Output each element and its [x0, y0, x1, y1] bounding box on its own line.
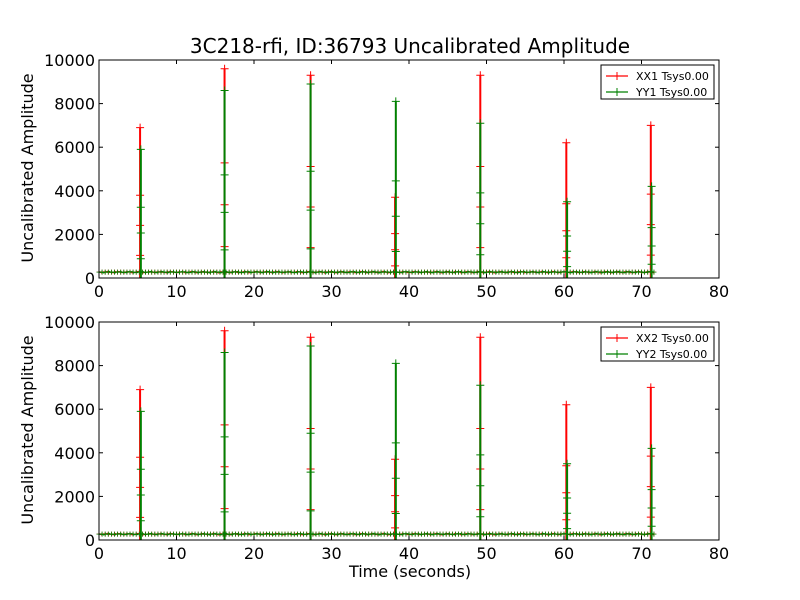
y-tick-label: 0: [85, 531, 95, 550]
top-y-axis-label: Uncalibrated Amplitude: [18, 73, 37, 262]
spike-marker: [647, 182, 656, 269]
x-tick-label: 60: [554, 544, 574, 563]
y-tick-label: 6000: [54, 400, 95, 419]
spike-marker: [136, 145, 145, 263]
y-tick-label: 2000: [54, 487, 95, 506]
chart-panel-2: 0 10 20 30 40 50 60 70 80 0 2000 4000 6000 8000 10000 X…: [44, 313, 729, 563]
x-tick-label: 0: [94, 544, 104, 563]
legend-label: YY2 Tsys0.00: [635, 348, 707, 361]
spike-marker: [391, 359, 400, 518]
chart-title: 3C218-rfi, ID:36793 Uncalibrated Amplitu…: [190, 34, 630, 58]
series-1: [96, 64, 657, 278]
legend: XX2 Tsys0.00 YY2 Tsys0.00: [600, 326, 715, 362]
y-tick-label: 10000: [44, 313, 95, 332]
spike-marker: [306, 80, 315, 253]
series-1: [96, 326, 657, 540]
x-tick-label: 80: [709, 282, 729, 301]
x-tick-label: 0: [94, 282, 104, 301]
x-tick-label: 50: [476, 544, 496, 563]
x-tick-label: 10: [166, 282, 186, 301]
spike-marker: [563, 197, 572, 271]
bottom-y-axis-label: Uncalibrated Amplitude: [18, 335, 37, 524]
spike-marker: [476, 381, 485, 521]
y-tick-label: 4000: [54, 182, 95, 201]
spike-marker: [476, 119, 485, 259]
legend: XX1 Tsys0.00 YY1 Tsys0.00: [600, 64, 715, 100]
spike-marker: [306, 342, 315, 515]
y-tick-label: 6000: [54, 138, 95, 157]
legend-marker: [613, 350, 621, 358]
y-tick-label: 2000: [54, 225, 95, 244]
x-tick-label: 40: [399, 282, 419, 301]
x-tick-label: 30: [321, 282, 341, 301]
y-tick-label: 4000: [54, 444, 95, 463]
spike-marker: [220, 86, 229, 254]
legend-box: [600, 326, 715, 362]
legend-marker: [613, 72, 621, 80]
x-axis-label: Time (seconds): [348, 562, 471, 581]
x-tick-label: 70: [631, 544, 651, 563]
legend-marker: [613, 334, 621, 342]
x-tick-label: 50: [476, 282, 496, 301]
series-2: [96, 342, 657, 540]
x-tick-label: 40: [399, 544, 419, 563]
x-tick-label: 20: [244, 282, 264, 301]
x-tick-label: 80: [709, 544, 729, 563]
series-baseline-markers: [96, 269, 657, 275]
y-tick-label: 8000: [54, 357, 95, 376]
spike-marker: [647, 444, 656, 531]
y-tick-label: 0: [85, 269, 95, 288]
spike-marker: [136, 407, 145, 525]
legend-box: [600, 64, 715, 100]
legend-label: YY1 Tsys0.00: [635, 86, 707, 99]
x-tick-label: 70: [631, 282, 651, 301]
x-tick-label: 30: [321, 544, 341, 563]
spike-marker: [391, 97, 400, 256]
series-baseline-markers: [96, 531, 657, 537]
legend-marker: [613, 88, 621, 96]
y-tick-label: 8000: [54, 95, 95, 114]
spike-marker: [220, 348, 229, 516]
legend-label: XX2 Tsys0.00: [636, 332, 709, 345]
x-tick-label: 60: [554, 282, 574, 301]
chart-panel-1: 0 10 20 30 40 50 60 70 80 0 2000 4000 6000 8000 10000 X…: [44, 51, 729, 301]
x-tick-label: 10: [166, 544, 186, 563]
y-tick-label: 10000: [44, 51, 95, 70]
x-tick-label: 20: [244, 544, 264, 563]
legend-label: XX1 Tsys0.00: [636, 70, 709, 83]
series-2: [96, 80, 657, 278]
spike-marker: [563, 459, 572, 533]
